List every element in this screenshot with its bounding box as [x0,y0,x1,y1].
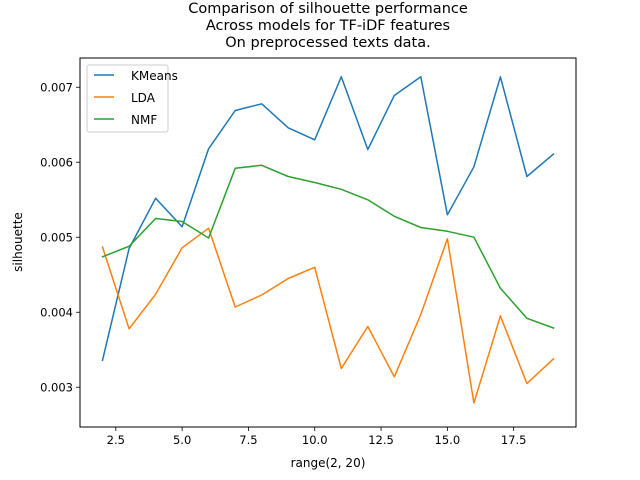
chart-title-line-1: Comparison of silhouette performance [188,1,468,17]
legend-frame [86,64,169,133]
x-tick-label: 10.0 [302,433,328,447]
y-tick-label: 0.003 [40,380,73,394]
chart-title-line-2: Across models for TF-iDF features [206,18,450,34]
series-layer [101,76,555,404]
legend-label-nmf: NMF [131,113,157,127]
x-tick-label: 15.0 [435,433,461,447]
y-axis-label: silhouette [11,212,25,272]
y-tick-label: 0.004 [40,305,73,319]
x-tick-label: 17.5 [501,433,527,447]
x-tick-label: 2.5 [107,433,125,447]
x-tick-label: 7.5 [239,433,257,447]
x-axis-label: range(2, 20) [291,456,366,470]
x-tick-label: 5.0 [173,433,191,447]
series-line-nmf [101,164,555,329]
x-axis-ticks: 2.5 5.0 7.5 10.0 12.5 15.0 17.5 [107,427,527,447]
y-axis-ticks: 0.003 0.004 0.005 0.006 0.007 [40,80,80,394]
series-line-kmeans [101,76,555,362]
series-line-lda [101,227,555,404]
y-tick-label: 0.006 [40,155,73,169]
legend: KMeans LDA NMF [86,64,178,133]
plot-frame [79,57,577,428]
y-tick-label: 0.005 [40,230,73,244]
x-tick-label: 12.5 [368,433,394,447]
chart-title-line-3: On preprocessed texts data. [225,35,431,51]
legend-label-lda: LDA [131,91,156,105]
y-tick-label: 0.007 [40,80,73,94]
legend-label-kmeans: KMeans [131,69,178,83]
